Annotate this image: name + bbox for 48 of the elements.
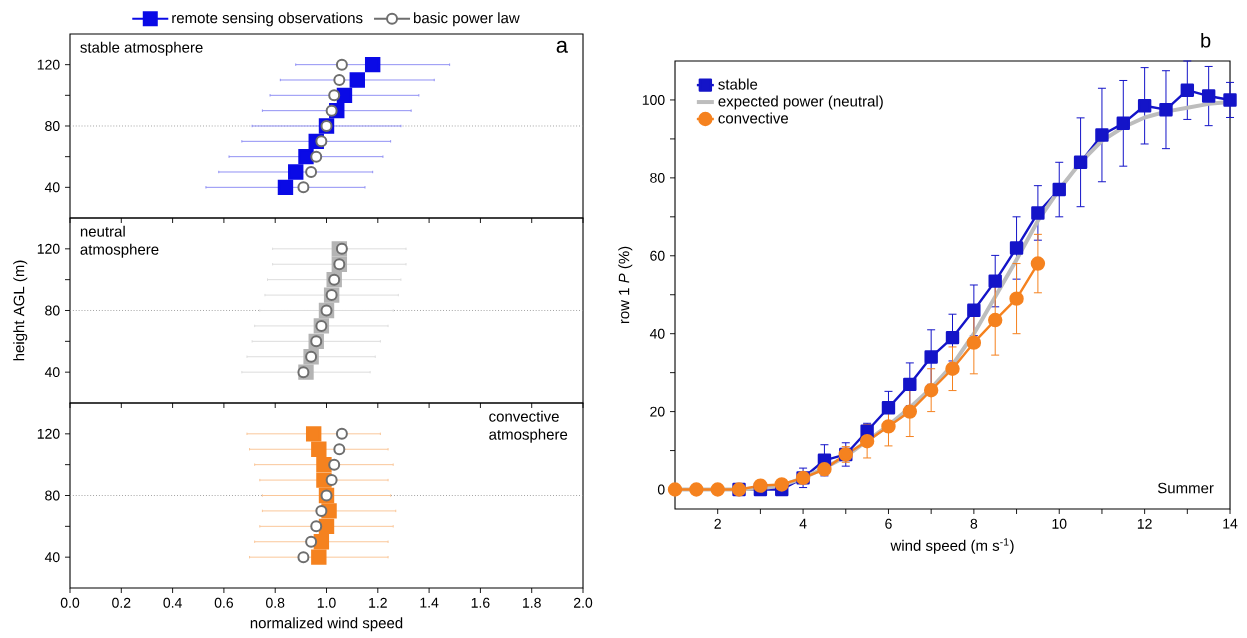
annotation: neutral atmosphere [80, 225, 159, 258]
x-tick-label: 12 [1137, 518, 1152, 529]
legend-label: expected power (neutral) [718, 95, 883, 110]
y-tick-label: 120 [37, 428, 60, 439]
text: b [1201, 32, 1211, 48]
y-tick-label: 100 [642, 94, 665, 105]
y-axis-title: row 1 P (%) [618, 246, 633, 324]
x-tick-label: 1.0 [317, 597, 336, 608]
y-tick-label: 60 [650, 250, 665, 261]
legend-label: stable [718, 78, 758, 90]
y-tick-label: 40 [649, 328, 665, 339]
y-tick-label: 120 [37, 243, 60, 254]
annotation: convective atmosphere [489, 410, 568, 443]
x-axis-title: normalized wind speed [250, 617, 403, 632]
x-tick-label: 4 [799, 518, 807, 529]
y-tick-label: 40 [44, 182, 60, 193]
y-axis-title: height AGL (m) [13, 260, 28, 361]
x-tick-label: 8 [970, 518, 978, 529]
y-tick-label: 80 [45, 121, 60, 131]
legend-label: basic power law [413, 12, 520, 27]
y-tick-label: 80 [45, 490, 60, 501]
x-tick-label: 2.0 [573, 597, 593, 608]
y-tick-label: 40 [44, 552, 60, 563]
x-tick-label: 14 [1223, 518, 1238, 529]
x-tick-label: 6 [885, 518, 892, 529]
annotation: a [556, 40, 568, 53]
x-tick-label: 0.0 [60, 597, 80, 608]
annotation: stable atmosphere [80, 41, 203, 56]
x-tick-label: 0.2 [112, 597, 131, 608]
x-tick-label: 0.8 [266, 597, 285, 608]
y-tick-label: 120 [37, 59, 60, 70]
legend-label: convective [718, 112, 789, 124]
x-tick-label: 10 [1052, 518, 1067, 529]
x-tick-label: 1.8 [523, 597, 541, 608]
x-tick-label: 1.6 [471, 597, 490, 608]
y-tick-label: 80 [650, 172, 665, 183]
legend-label: remote sensing observations [172, 12, 363, 27]
x-tick-label: 0.6 [214, 597, 234, 608]
y-tick-label: 20 [650, 406, 665, 417]
y-tick-label: 40 [44, 367, 60, 378]
annotation: Summer [1157, 482, 1214, 494]
x-tick-label: 0.4 [163, 597, 182, 608]
x-axis-title: wind speed (m s$^{-1}$) [890, 538, 1014, 554]
x-tick-label: 2 [714, 518, 721, 529]
y-tick-label: 0 [657, 484, 665, 495]
x-tick-label: 1.4 [420, 597, 439, 608]
x-tick-label: 1.2 [369, 597, 387, 608]
y-tick-label: 80 [45, 305, 60, 316]
